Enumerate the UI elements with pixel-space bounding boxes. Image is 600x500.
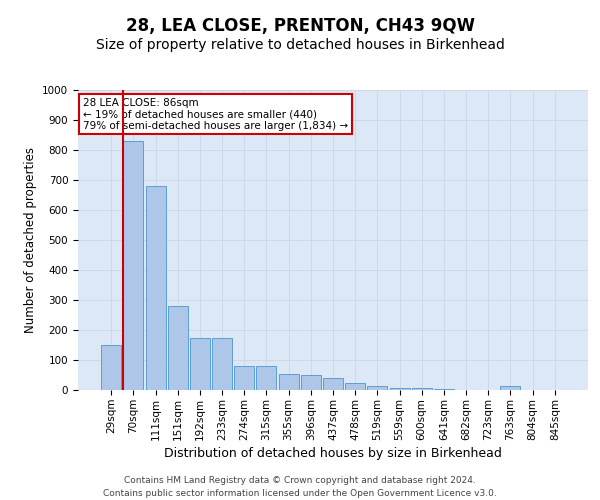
- Text: 28, LEA CLOSE, PRENTON, CH43 9QW: 28, LEA CLOSE, PRENTON, CH43 9QW: [125, 18, 475, 36]
- Text: Contains HM Land Registry data © Crown copyright and database right 2024.
Contai: Contains HM Land Registry data © Crown c…: [103, 476, 497, 498]
- Bar: [278, 374, 299, 390]
- Bar: [212, 338, 232, 390]
- Bar: [389, 388, 410, 390]
- Bar: [301, 375, 321, 390]
- Y-axis label: Number of detached properties: Number of detached properties: [23, 147, 37, 333]
- Bar: [256, 366, 277, 390]
- Text: 28 LEA CLOSE: 86sqm
← 19% of detached houses are smaller (440)
79% of semi-detac: 28 LEA CLOSE: 86sqm ← 19% of detached ho…: [83, 98, 348, 130]
- Bar: [168, 306, 188, 390]
- Bar: [234, 366, 254, 390]
- Bar: [434, 388, 454, 390]
- Bar: [146, 186, 166, 390]
- Bar: [345, 384, 365, 390]
- Bar: [412, 388, 432, 390]
- Bar: [190, 338, 210, 390]
- Bar: [367, 386, 388, 390]
- Bar: [101, 345, 121, 390]
- Text: Size of property relative to detached houses in Birkenhead: Size of property relative to detached ho…: [95, 38, 505, 52]
- Bar: [500, 386, 520, 390]
- X-axis label: Distribution of detached houses by size in Birkenhead: Distribution of detached houses by size …: [164, 446, 502, 460]
- Bar: [323, 378, 343, 390]
- Bar: [124, 141, 143, 390]
